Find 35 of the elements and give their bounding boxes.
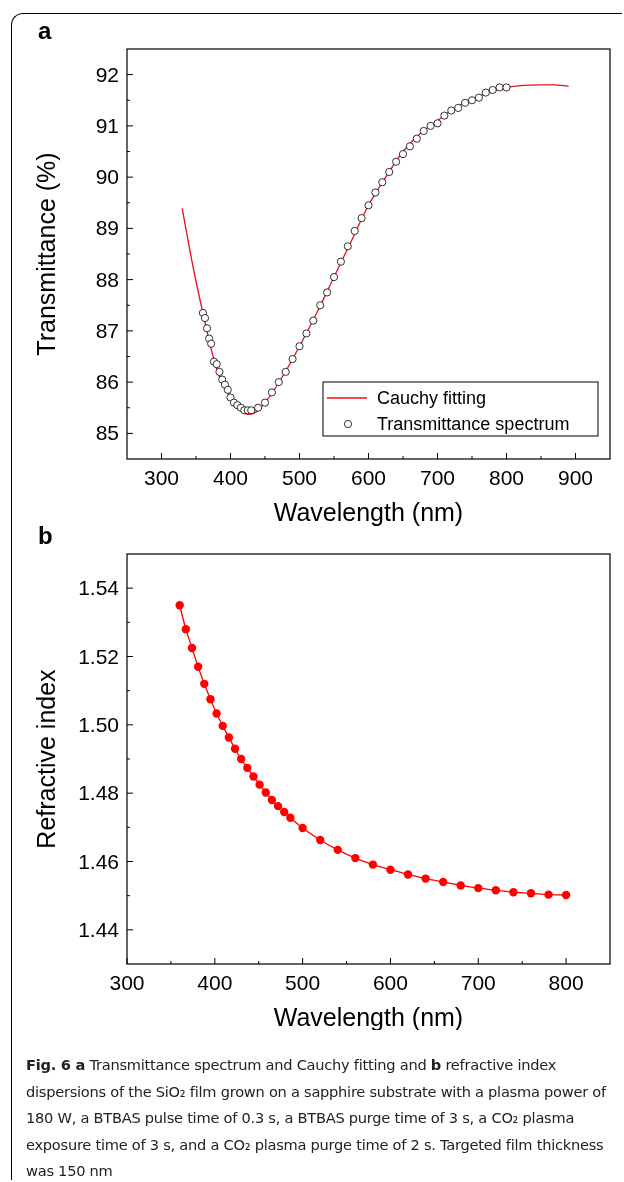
x-tick-label: 500 (285, 971, 321, 994)
y-tick-label: 88 (95, 267, 119, 291)
x-tick-label: 400 (212, 466, 249, 489)
x-tick-label: 700 (460, 971, 496, 994)
y-tick-label: 91 (95, 113, 119, 137)
y-tick-label: 1.44 (78, 917, 120, 941)
y-tick-label: 85 (95, 421, 119, 445)
y-tick-label: 87 (95, 318, 119, 342)
chart-title: a (38, 17, 52, 44)
y-tick-label: 90 (95, 165, 119, 189)
x-tick-label: 500 (281, 466, 318, 489)
y-tick-label: 1.50 (78, 712, 119, 736)
text: Fig. 6 a Transmittance spectrum and Cauchy fitting and b refractive index dispersions of the SiO₂ film grown on a sapphire substrate with a plasma power of 180 W, a BTBAS pulse time of 0.3 s, a BTBAS purge time of 3 s, a CO₂ plasma exposure time of 3 s, and a CO₂ plasma purge time of 2 s. Targeted film thickness was 150 nm (26, 1056, 606, 1179)
y-tick-label: 1.48 (78, 781, 119, 805)
y-tick-label: 89 (95, 216, 119, 240)
y-axis-title: Refractive index (32, 668, 60, 849)
chart-title: b (38, 522, 53, 549)
legend-label: Cauchy fitting (377, 388, 487, 408)
x-tick-label: 800 (548, 971, 584, 994)
x-tick-label: 600 (350, 466, 387, 489)
y-tick-label: 1.54 (78, 576, 120, 600)
x-tick-label: 800 (488, 466, 525, 489)
y-tick-label: 1.52 (78, 644, 119, 668)
x-tick-label: 300 (143, 466, 180, 489)
x-axis-title: Wavelength (nm) (273, 498, 464, 526)
y-tick-label: 1.46 (78, 849, 119, 873)
y-axis-title: Transmittance (%) (32, 152, 60, 356)
legend-label: Transmittance spectrum (377, 414, 570, 434)
y-tick-label: 92 (95, 62, 119, 86)
x-tick-label: 700 (419, 466, 456, 489)
x-tick-label: 900 (557, 466, 594, 489)
x-tick-label: 600 (372, 971, 408, 994)
x-tick-label: 400 (197, 971, 233, 994)
x-tick-label: 300 (109, 971, 145, 994)
y-tick-label: 86 (95, 370, 119, 394)
